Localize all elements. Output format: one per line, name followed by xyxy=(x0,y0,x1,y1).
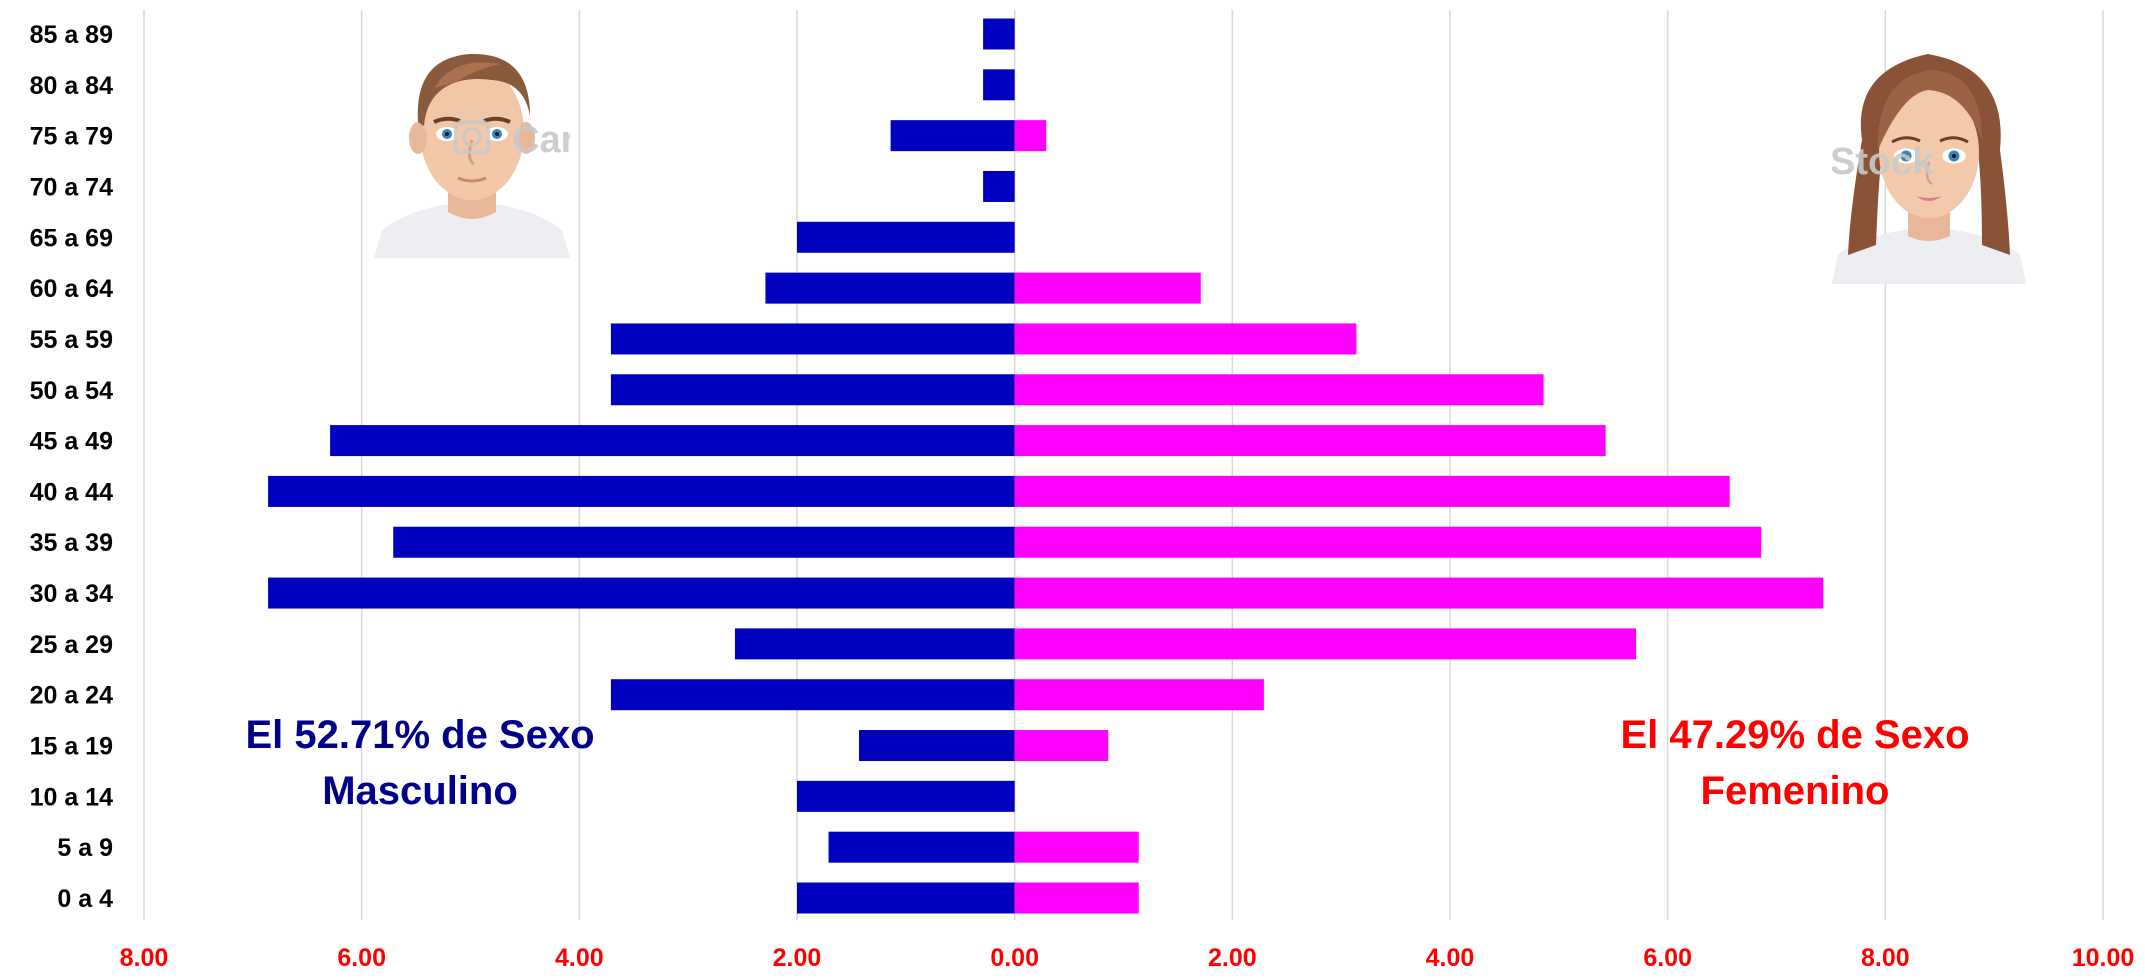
age-group-label: 55 a 59 xyxy=(30,326,113,354)
male-bar-35-a-39 xyxy=(393,526,1015,558)
female-bar-15-a-19 xyxy=(1014,730,1109,762)
age-group-label: 35 a 39 xyxy=(30,529,113,557)
male-bar-55-a-59 xyxy=(610,323,1015,355)
female-bar-45-a-49 xyxy=(1014,425,1606,457)
age-group-label: 20 a 24 xyxy=(30,682,114,710)
x-tick-label: 2.00 xyxy=(1208,944,1257,972)
male-bar-25-a-29 xyxy=(734,628,1015,660)
x-tick-label: 8.00 xyxy=(1861,944,1910,972)
x-tick-label: 6.00 xyxy=(337,944,386,972)
male-portrait-watermark: Car xyxy=(512,119,570,161)
male-bar-60-a-64 xyxy=(765,272,1015,304)
bars xyxy=(268,18,1824,914)
female-percentage-annotation: El 47.29% de Sexo Femenino xyxy=(1605,707,1985,819)
female-bar-55-a-59 xyxy=(1014,323,1357,355)
female-portrait-image: Stock xyxy=(1832,54,2026,284)
age-group-label: 85 a 89 xyxy=(30,21,113,49)
female-bar-75-a-79 xyxy=(1014,120,1047,152)
male-bar-0-a-4 xyxy=(797,882,1015,914)
male-bar-85-a-89 xyxy=(983,18,1015,50)
male-bar-70-a-74 xyxy=(983,170,1015,202)
age-group-labels: 0 a 4 5 a 9 10 a 14 15 a 19 20 a 24 25 a 29 30… xyxy=(30,21,114,913)
age-group-label: 80 a 84 xyxy=(30,72,114,100)
gridlines xyxy=(143,10,2104,920)
female-annotation-line2: Femenino xyxy=(1700,769,1890,813)
male-portrait-image: Car xyxy=(374,53,570,258)
x-tick-label: 8.00 xyxy=(120,944,169,972)
x-tick-label: 10.00 xyxy=(2072,944,2135,972)
male-bar-15-a-19 xyxy=(859,730,1015,762)
x-tick-label: 0.00 xyxy=(990,944,1039,972)
female-bar-40-a-44 xyxy=(1014,475,1730,507)
x-tick-label: 6.00 xyxy=(1643,944,1692,972)
male-percentage-annotation: El 52.71% de Sexo Masculino xyxy=(230,707,610,819)
age-group-label: 70 a 74 xyxy=(30,173,114,201)
age-group-label: 40 a 44 xyxy=(30,478,114,506)
male-annotation-line1: El 52.71% de Sexo xyxy=(245,713,595,757)
male-bar-30-a-34 xyxy=(268,577,1015,609)
age-group-label: 45 a 49 xyxy=(30,428,113,456)
male-bar-80-a-84 xyxy=(983,69,1015,101)
age-group-label: 65 a 69 xyxy=(30,224,113,252)
age-group-label: 75 a 79 xyxy=(30,123,113,151)
female-bar-5-a-9 xyxy=(1014,831,1139,863)
female-bar-35-a-39 xyxy=(1014,526,1762,558)
female-bar-50-a-54 xyxy=(1014,374,1544,406)
age-group-label: 60 a 64 xyxy=(30,275,114,303)
x-axis-tick-labels: 8.00 6.00 4.00 2.00 0.00 2.00 4.00 6.00 8.00 10.0… xyxy=(120,944,2135,972)
male-bar-45-a-49 xyxy=(330,425,1015,457)
age-group-label: 30 a 34 xyxy=(30,580,114,608)
male-bar-20-a-24 xyxy=(610,679,1015,711)
female-bar-60-a-64 xyxy=(1014,272,1201,304)
female-portrait-watermark: Stock xyxy=(1832,141,1934,183)
x-tick-label: 2.00 xyxy=(773,944,822,972)
male-bar-75-a-79 xyxy=(890,120,1015,152)
female-bar-25-a-29 xyxy=(1014,628,1637,660)
age-group-label: 5 a 9 xyxy=(57,834,113,862)
female-bar-30-a-34 xyxy=(1014,577,1824,609)
female-bar-20-a-24 xyxy=(1014,679,1264,711)
x-tick-label: 4.00 xyxy=(555,944,604,972)
male-annotation-line2: Masculino xyxy=(322,769,518,813)
male-bar-50-a-54 xyxy=(610,374,1015,406)
x-tick-label: 4.00 xyxy=(1426,944,1475,972)
female-annotation-line1: El 47.29% de Sexo xyxy=(1620,713,1970,757)
male-bar-10-a-14 xyxy=(797,780,1015,812)
female-bar-0-a-4 xyxy=(1014,882,1139,914)
age-group-label: 10 a 14 xyxy=(30,783,114,811)
age-group-label: 25 a 29 xyxy=(30,631,113,659)
age-group-label: 15 a 19 xyxy=(30,733,113,761)
male-bar-40-a-44 xyxy=(268,475,1015,507)
male-bar-65-a-69 xyxy=(797,221,1015,253)
age-group-label: 50 a 54 xyxy=(30,377,114,405)
age-group-label: 0 a 4 xyxy=(57,885,113,913)
male-bar-5-a-9 xyxy=(828,831,1015,863)
